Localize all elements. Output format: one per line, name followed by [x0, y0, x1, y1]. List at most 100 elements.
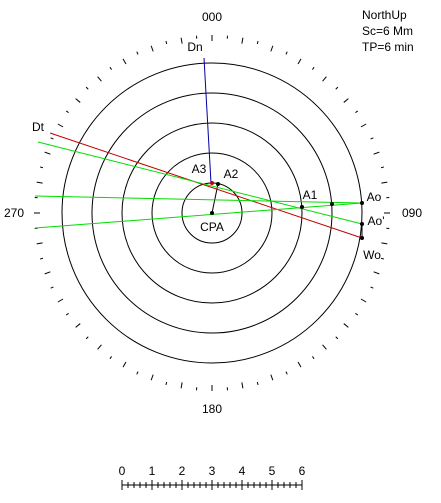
- dn-line: [203, 57, 212, 184]
- bearing-tick: [285, 51, 288, 55]
- bearing-label: 180: [202, 402, 222, 416]
- bearing-tick: [122, 361, 127, 368]
- bearing-tick: [180, 382, 183, 389]
- bearing-tick: [380, 166, 385, 169]
- bearing-tick: [39, 257, 44, 260]
- bearing-tick: [75, 323, 81, 328]
- bearing-tick: [335, 336, 339, 340]
- bearing-tick: [36, 181, 43, 184]
- ring: [151, 152, 273, 274]
- bearing-tick: [285, 371, 288, 375]
- scale-label: 1: [149, 464, 156, 478]
- bearing-tick: [380, 257, 385, 260]
- bearing-tick: [297, 361, 302, 368]
- bearing-tick: [180, 37, 183, 44]
- bearing-tick: [343, 323, 349, 328]
- bearing-tick: [311, 66, 315, 70]
- bearing-tick: [370, 137, 374, 140]
- bearing-tick: [241, 37, 244, 44]
- green-line: [34, 195, 363, 204]
- bearing-tick: [373, 151, 380, 155]
- point-label: Wo: [363, 248, 381, 262]
- bearing-tick: [381, 242, 388, 245]
- point-label: CPA: [200, 220, 224, 234]
- point-label: A2: [224, 167, 239, 181]
- bearing-tick: [44, 151, 51, 155]
- bearing-tick: [57, 123, 64, 128]
- header-line: NorthUp: [362, 8, 407, 22]
- point: [210, 211, 214, 215]
- bearing-tick: [136, 371, 139, 375]
- scale-label: 4: [239, 464, 246, 478]
- scale-label: 5: [269, 464, 276, 478]
- scale-label: 0: [119, 464, 126, 478]
- point: [360, 201, 364, 205]
- bearing-tick: [122, 58, 127, 65]
- scale-label: 6: [299, 464, 306, 478]
- bearing-tick: [150, 374, 154, 381]
- range-rings: [61, 62, 363, 364]
- point-label: A3: [192, 162, 207, 176]
- point: [216, 182, 220, 186]
- header-line: TP=6 min: [362, 40, 414, 54]
- ring: [121, 122, 303, 304]
- bearing-tick: [65, 110, 69, 114]
- point-label: Dn: [187, 40, 202, 54]
- bearing-tick: [39, 166, 44, 169]
- header-line: Sc=6 Mm: [362, 24, 413, 38]
- bearing-tick: [270, 374, 274, 381]
- point: [210, 181, 214, 185]
- scale-bar: 0 1 2 3 4 5 6: [119, 464, 306, 490]
- point: [360, 236, 364, 240]
- points: [210, 181, 364, 240]
- bearing-tick: [373, 271, 380, 275]
- bearing-tick: [97, 76, 102, 82]
- bearing-tick: [36, 242, 43, 245]
- bearing-tick: [44, 271, 51, 275]
- bearing-tick: [50, 286, 54, 289]
- bearing-tick: [256, 381, 259, 386]
- point: [330, 202, 334, 206]
- scale-label: 2: [179, 464, 186, 478]
- scale-label: 3: [209, 464, 216, 478]
- dt-line: [49, 132, 363, 239]
- bearing-tick: [50, 137, 54, 140]
- bearing-tick: [65, 312, 69, 316]
- bearing-tick: [150, 45, 154, 52]
- ring: [91, 92, 333, 334]
- bearing-tick: [270, 45, 274, 52]
- bearing-tick: [57, 298, 64, 303]
- bearing-tick: [311, 356, 315, 360]
- bearing-tick: [343, 98, 349, 103]
- point-label: A1: [303, 188, 318, 202]
- bearing-tick: [256, 40, 259, 45]
- point-label: Ao': [368, 214, 385, 228]
- bearing-tick: [75, 98, 81, 103]
- bearing-tick: [322, 344, 327, 350]
- bearing-tick: [85, 336, 89, 340]
- bearing-tick: [322, 76, 327, 82]
- bearing-tick: [109, 66, 113, 70]
- green-line: [34, 202, 363, 229]
- bearing-tick: [109, 356, 113, 360]
- bearing-tick: [297, 58, 302, 65]
- point: [360, 222, 364, 226]
- bearing-tick: [165, 40, 168, 45]
- point: [300, 205, 304, 209]
- bearing-tick: [381, 181, 388, 184]
- bearing-label: 090: [402, 206, 422, 220]
- bearing-tick: [85, 86, 89, 90]
- ring: [61, 62, 363, 364]
- bearing-tick: [355, 312, 359, 316]
- bearing-label: 000: [202, 10, 222, 24]
- bearing-label: 270: [4, 206, 24, 220]
- bearing-tick: [241, 382, 244, 389]
- green-line: [37, 141, 363, 225]
- bearing-tick: [136, 51, 139, 55]
- bearing-tick: [335, 86, 339, 90]
- bearing-tick: [360, 298, 367, 303]
- bearing-tick: [355, 110, 359, 114]
- bearing-tick: [360, 123, 367, 128]
- bearing-tick: [97, 344, 102, 350]
